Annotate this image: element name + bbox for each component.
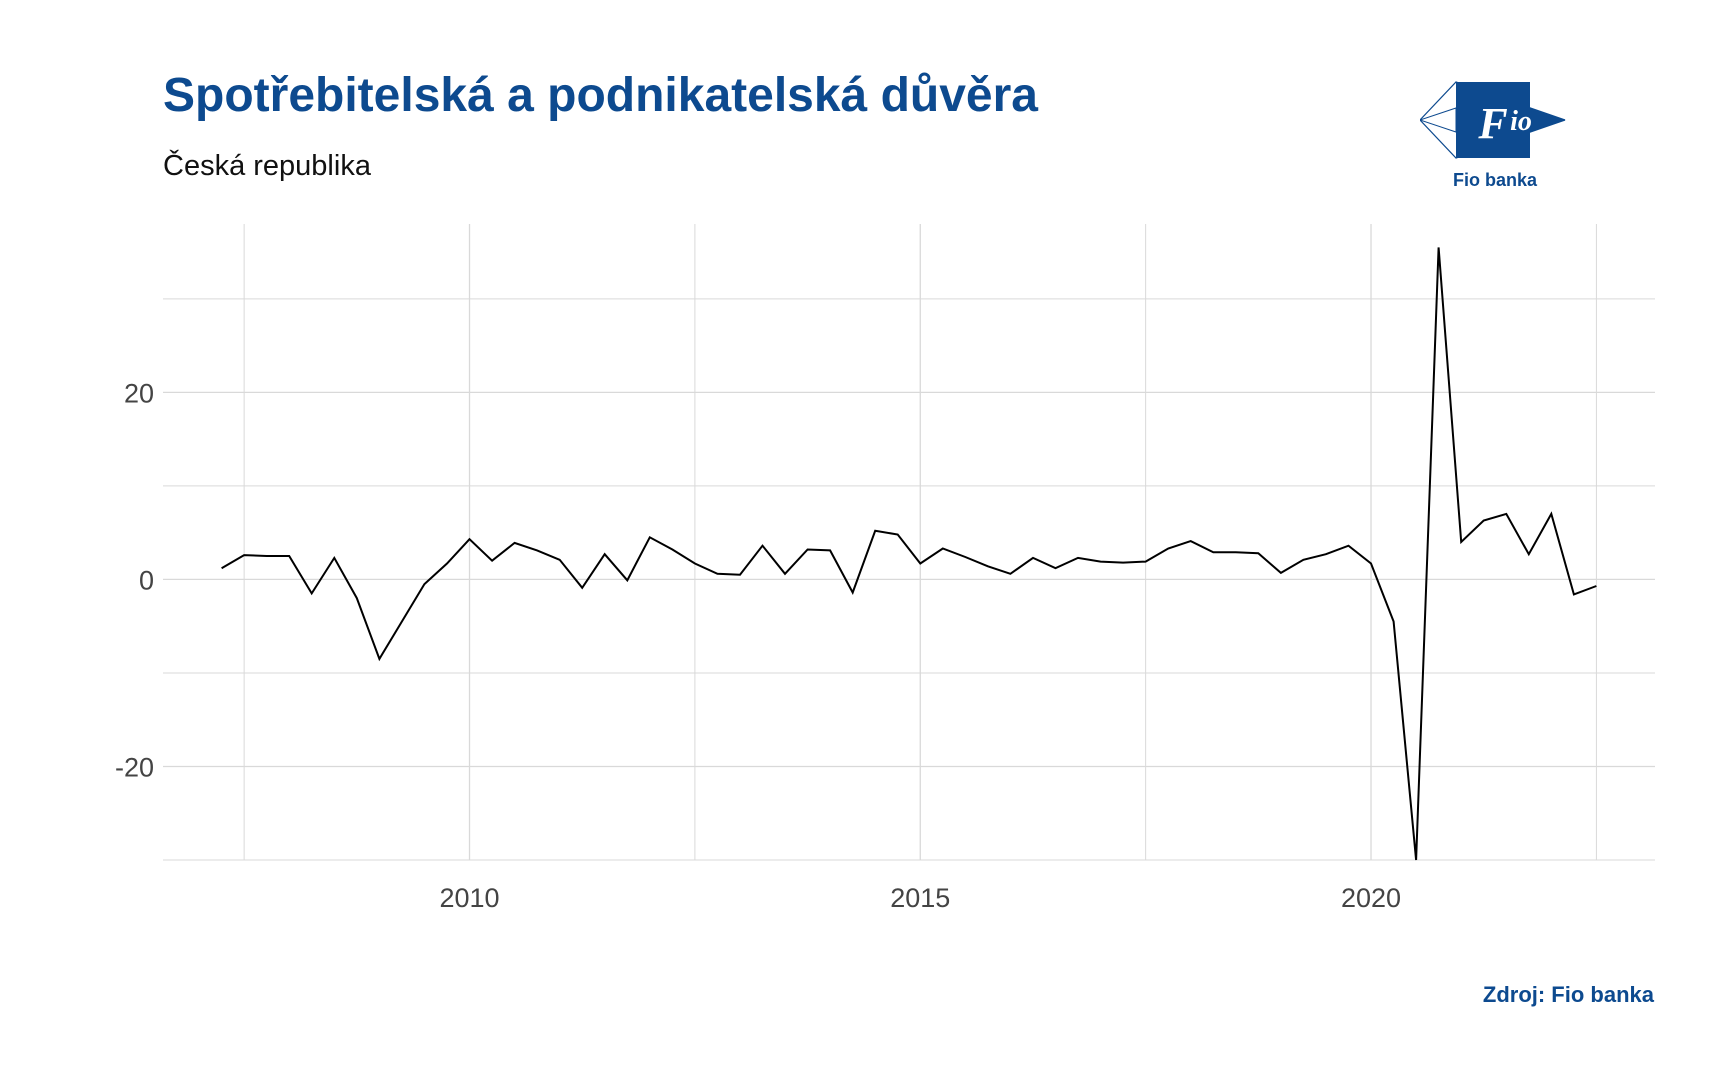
y-tick-label: 20 (124, 378, 154, 408)
y-tick-label: 0 (139, 565, 154, 595)
axis-labels: -20 0 20 2010 2015 2020 (115, 378, 1401, 913)
logo-caption: Fio banka (1452, 170, 1537, 190)
fio-banka-logo: F io Fio banka (1418, 80, 1580, 195)
y-tick-label: -20 (115, 752, 154, 782)
chart-title: Spotřebitelská a podnikatelská důvěra (163, 69, 1038, 122)
fio-logo-icon: F io (1418, 81, 1566, 159)
svg-text:io: io (1510, 106, 1532, 137)
gridlines (163, 224, 1655, 861)
x-tick-label: 2010 (439, 883, 499, 913)
svg-text:F: F (1477, 99, 1507, 148)
source-note: Zdroj: Fio banka (1482, 982, 1654, 1007)
x-tick-label: 2015 (890, 883, 950, 913)
x-tick-label: 2020 (1341, 883, 1401, 913)
series-line (221, 247, 1597, 861)
chart-subtitle: Česká republika (163, 150, 371, 182)
series-layer (221, 247, 1597, 861)
